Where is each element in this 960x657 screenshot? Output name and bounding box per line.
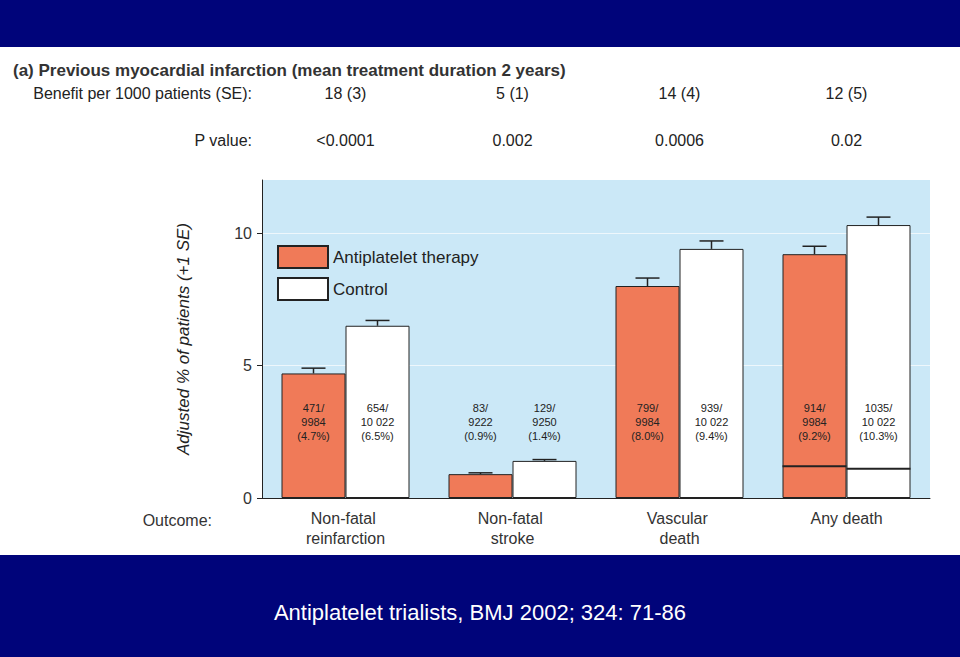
svg-text:83/: 83/ <box>473 402 489 414</box>
svg-text:0: 0 <box>243 490 252 507</box>
svg-text:0.002: 0.002 <box>492 132 532 149</box>
svg-text:(8.0%): (8.0%) <box>631 430 663 442</box>
svg-text:Antiplatelet therapy: Antiplatelet therapy <box>333 248 479 267</box>
svg-text:<0.0001: <0.0001 <box>316 132 374 149</box>
svg-text:9984: 9984 <box>301 416 325 428</box>
svg-text:1035/: 1035/ <box>865 402 893 414</box>
svg-text:939/: 939/ <box>701 402 723 414</box>
svg-text:(6.5%): (6.5%) <box>361 430 393 442</box>
svg-text:Benefit per 1000 patients (SE): Benefit per 1000 patients (SE): <box>33 85 252 102</box>
svg-text:12 (5): 12 (5) <box>826 85 868 102</box>
svg-text:5: 5 <box>243 357 252 374</box>
svg-text:(a) Previous myocardial infarc: (a) Previous myocardial infarction (mean… <box>13 61 566 80</box>
svg-text:(1.4%): (1.4%) <box>528 430 560 442</box>
svg-text:0.02: 0.02 <box>831 132 862 149</box>
svg-text:Adjusted % of patients (+1 SE): Adjusted % of patients (+1 SE) <box>174 223 193 456</box>
svg-text:(9.2%): (9.2%) <box>798 430 830 442</box>
svg-text:5 (1): 5 (1) <box>496 85 529 102</box>
svg-text:P value:: P value: <box>194 132 252 149</box>
svg-text:(9.4%): (9.4%) <box>695 430 727 442</box>
svg-text:14 (4): 14 (4) <box>659 85 701 102</box>
svg-text:799/: 799/ <box>637 402 659 414</box>
svg-text:Non-fatal: Non-fatal <box>478 510 547 527</box>
svg-text:death: death <box>659 530 699 547</box>
svg-text:10 022: 10 022 <box>695 416 729 428</box>
svg-text:10: 10 <box>234 225 252 242</box>
svg-text:9250: 9250 <box>532 416 556 428</box>
svg-text:(0.9%): (0.9%) <box>464 430 496 442</box>
svg-text:9984: 9984 <box>635 416 659 428</box>
svg-text:Non-fatal: Non-fatal <box>311 510 380 527</box>
svg-text:Vascular: Vascular <box>647 510 713 527</box>
svg-text:reinfarction: reinfarction <box>306 530 385 547</box>
svg-text:9984: 9984 <box>802 416 826 428</box>
svg-text:Any death: Any death <box>810 510 882 527</box>
svg-text:654/: 654/ <box>367 402 389 414</box>
svg-text:stroke: stroke <box>491 530 535 547</box>
svg-text:9222: 9222 <box>468 416 492 428</box>
svg-text:(10.3%): (10.3%) <box>859 430 898 442</box>
svg-text:Antiplatelet trialists, BMJ 20: Antiplatelet trialists, BMJ 2002; 324: 7… <box>274 600 686 625</box>
svg-text:18 (3): 18 (3) <box>325 85 367 102</box>
svg-text:471/: 471/ <box>303 402 325 414</box>
svg-text:10 022: 10 022 <box>361 416 395 428</box>
svg-text:(4.7%): (4.7%) <box>297 430 329 442</box>
svg-text:0.0006: 0.0006 <box>655 132 704 149</box>
svg-text:129/: 129/ <box>534 402 556 414</box>
svg-text:Control: Control <box>333 280 388 299</box>
svg-text:10 022: 10 022 <box>862 416 896 428</box>
svg-text:Outcome:: Outcome: <box>143 512 212 529</box>
svg-text:914/: 914/ <box>804 402 826 414</box>
